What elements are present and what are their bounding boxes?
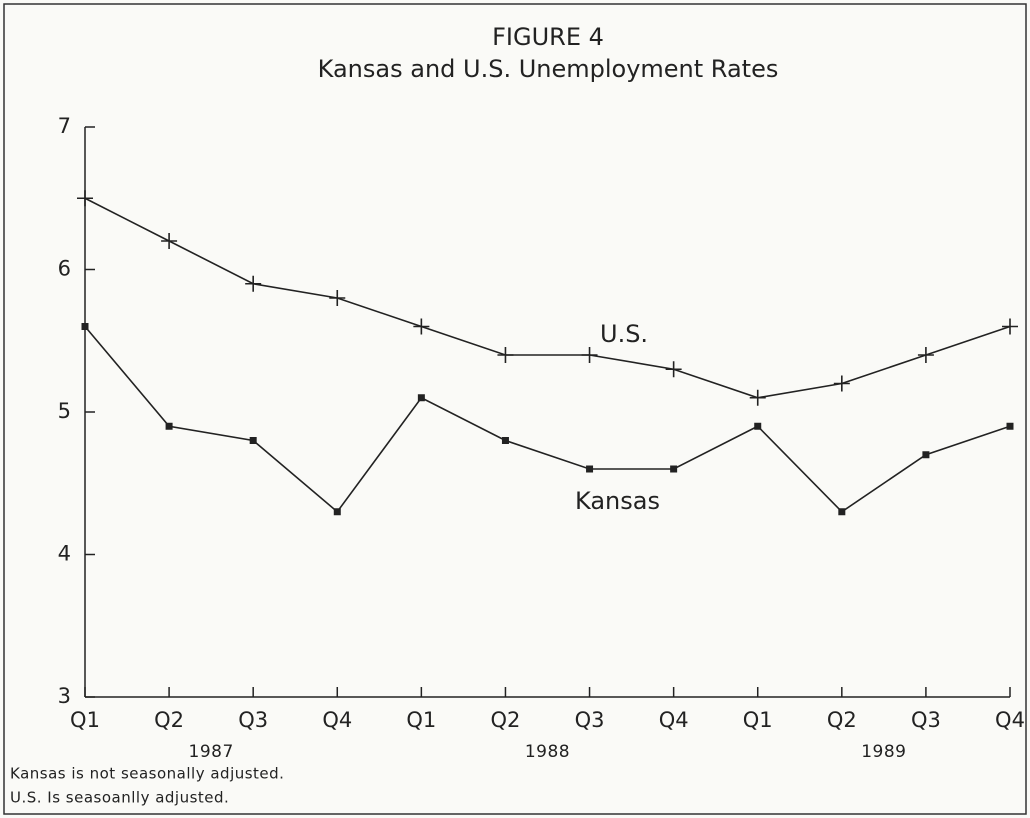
marker xyxy=(838,508,846,516)
series-line xyxy=(84,197,1011,399)
y-tick-label: 4 xyxy=(58,542,71,566)
marker xyxy=(581,347,598,363)
marker xyxy=(922,451,930,459)
y-tick-label: 7 xyxy=(58,114,71,138)
x-tick-label: Q1 xyxy=(406,708,436,732)
marker xyxy=(749,389,766,406)
x-tick-label: Q1 xyxy=(70,708,100,732)
marker xyxy=(497,347,514,363)
marker xyxy=(77,190,93,207)
year-label: 1987 xyxy=(189,742,234,762)
marker xyxy=(333,508,341,516)
marker xyxy=(249,437,257,444)
chart-title: FIGURE 4 xyxy=(492,23,604,51)
x-tick-label: Q2 xyxy=(827,708,857,732)
x-tick-label: Q4 xyxy=(995,708,1025,732)
marker xyxy=(501,437,509,444)
x-tick-label: Q2 xyxy=(154,708,184,732)
marker xyxy=(417,394,425,402)
marker xyxy=(670,465,678,473)
chart-subtitle: Kansas and U.S. Unemployment Rates xyxy=(318,55,779,83)
marker xyxy=(917,347,934,363)
x-tick-label: Q4 xyxy=(659,708,689,732)
marker xyxy=(413,318,430,335)
y-tick-label: 3 xyxy=(58,684,71,708)
series-label: Kansas xyxy=(575,487,660,515)
x-tick-label: Q3 xyxy=(238,708,268,732)
note: Kansas is not seasonally adjusted. xyxy=(10,765,284,783)
x-tick-label: Q2 xyxy=(491,708,521,732)
x-tick-label: Q3 xyxy=(575,708,605,732)
marker xyxy=(329,290,346,306)
marker xyxy=(754,422,762,430)
x-tick-label: Q3 xyxy=(911,708,941,732)
year-label: 1989 xyxy=(861,742,906,762)
x-tick-label: Q4 xyxy=(322,708,352,732)
marker xyxy=(81,323,89,330)
x-tick-label: Q1 xyxy=(743,708,773,732)
marker xyxy=(586,465,594,473)
marker xyxy=(1006,422,1014,430)
frame xyxy=(3,3,1027,815)
marker xyxy=(1002,318,1018,335)
y-tick-label: 6 xyxy=(58,257,71,281)
note: U.S. Is seasoanlly adjusted. xyxy=(10,789,229,807)
marker xyxy=(833,375,850,392)
y-tick-label: 5 xyxy=(58,399,71,423)
marker xyxy=(665,361,682,378)
year-label: 1988 xyxy=(525,742,570,762)
marker xyxy=(165,422,173,430)
series-line xyxy=(84,325,1011,513)
marker xyxy=(161,233,178,249)
series-label: U.S. xyxy=(600,320,648,348)
marker xyxy=(245,275,262,292)
